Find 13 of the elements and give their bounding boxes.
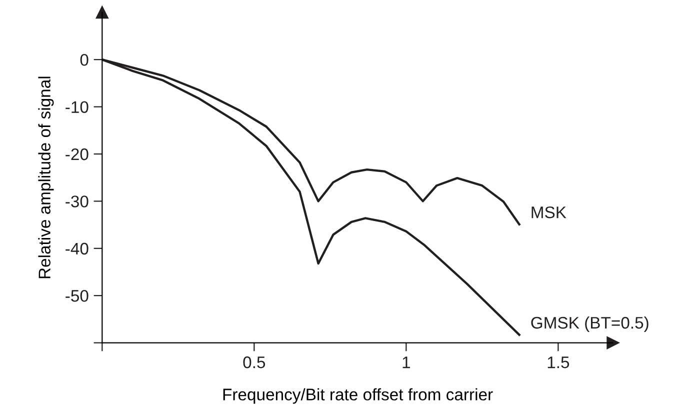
y-tick-label: -50 (66, 290, 88, 302)
y-axis-title: Relative amplitude of signal (38, 76, 54, 278)
y-tick-label: -40 (66, 242, 88, 255)
y-tick-label: -10 (66, 101, 88, 113)
x-tick-label: 0.5 (243, 356, 266, 368)
x-tick-label: 1.5 (548, 356, 570, 368)
x-axis-title: Frequency/Bit rate offset from carrier (223, 388, 493, 404)
y-tick-label: -30 (66, 196, 88, 208)
y-tick-label: 0 (80, 54, 88, 66)
y-tick-label: -20 (66, 148, 88, 160)
x-tick-label: 1 (402, 356, 410, 368)
series-label: GMSK (BT=0.5) (531, 316, 648, 332)
series-label: MSK (532, 206, 566, 218)
